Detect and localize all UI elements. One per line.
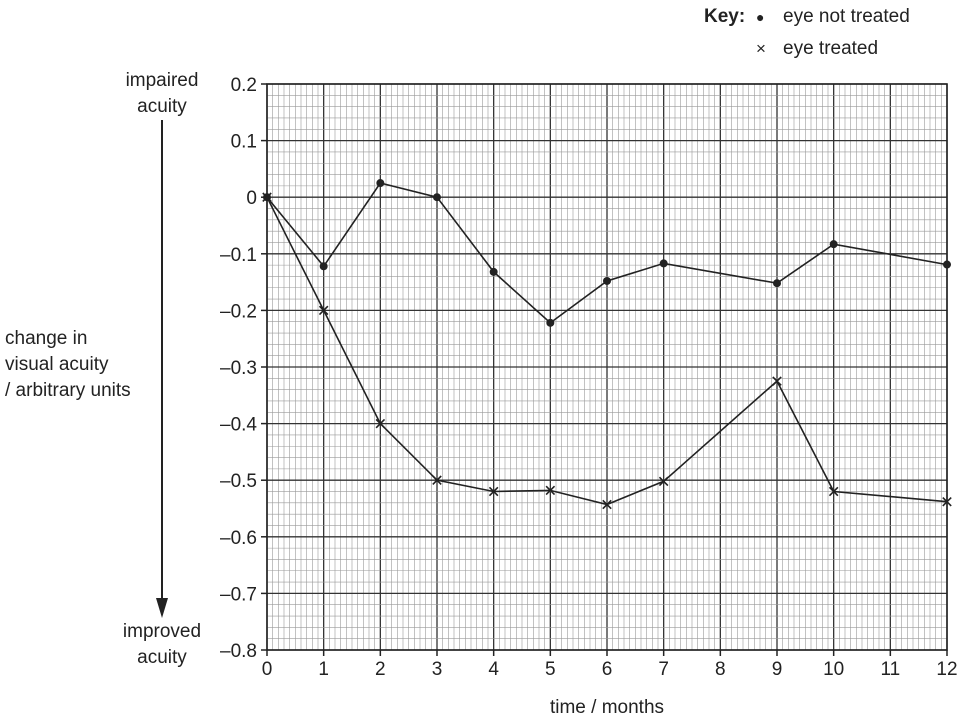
y-axis-label-line-2: visual acuity	[5, 354, 109, 375]
x-tick-label: 6	[602, 659, 613, 680]
y-axis-label-line-1: change in	[5, 328, 87, 349]
cross-stroke	[828, 486, 839, 497]
data-point-eye-treated	[828, 486, 839, 497]
cross-stroke	[488, 486, 499, 497]
bottom-annotation-line-2: acuity	[137, 647, 187, 668]
x-tick-label: 1	[318, 659, 329, 680]
data-point-eye-treated	[375, 418, 386, 429]
cross-stroke	[318, 305, 329, 316]
data-point-eye-not-treated	[546, 318, 555, 327]
x-tick-label: 0	[262, 659, 273, 680]
data-point-eye-not-treated	[603, 276, 611, 285]
y-tick-label: 0.2	[231, 75, 257, 96]
data-point-eye-treated	[545, 485, 556, 496]
y-tick-label: –0.5	[220, 471, 257, 492]
data-point-eye-not-treated	[489, 267, 498, 276]
legend: Key: ● eye not treated × eye treated	[704, 6, 910, 59]
cross-stroke	[942, 496, 952, 507]
acuity-direction-arrow-head	[156, 598, 168, 618]
y-tick-label: –0.7	[220, 584, 257, 605]
x-tick-label: 11	[880, 659, 900, 680]
x-tick-label: 3	[432, 659, 443, 680]
legend-title: Key:	[704, 6, 745, 27]
y-axis-label-line-3: / arbitrary units	[5, 380, 131, 401]
data-point-eye-not-treated	[943, 260, 951, 269]
cross-stroke	[602, 499, 612, 510]
cross-stroke	[658, 476, 669, 487]
legend-marker-not-treated: ●	[756, 9, 764, 25]
x-tick-label: 4	[488, 659, 499, 680]
data-point-eye-not-treated	[433, 193, 441, 202]
y-tick-label: 0	[246, 188, 257, 209]
x-tick-label: 5	[545, 659, 556, 680]
data-point-eye-treated	[432, 475, 442, 485]
top-annotation-line-2: acuity	[137, 96, 187, 117]
legend-label-treated: eye treated	[783, 38, 878, 59]
x-tick-label: 10	[823, 659, 844, 680]
y-tick-label: –0.3	[220, 358, 257, 379]
x-tick-label: 12	[936, 659, 957, 680]
data-point-eye-treated	[772, 376, 782, 386]
x-axis-label: time / months	[550, 697, 664, 718]
top-annotation-line-1: impaired	[126, 70, 199, 91]
x-tick-label: 8	[715, 659, 726, 680]
axes: 0.20.10–0.1–0.2–0.3–0.4–0.5–0.6–0.7–0.80…	[220, 75, 958, 680]
cross-stroke	[432, 475, 442, 485]
data-point-eye-treated	[318, 305, 329, 316]
data-point-eye-not-treated	[376, 179, 385, 188]
data-point-eye-treated	[488, 486, 499, 497]
y-tick-label: 0.1	[231, 132, 257, 153]
labels: impaired acuity improved acuity change i…	[5, 70, 664, 718]
grid	[266, 83, 948, 651]
y-tick-label: –0.4	[220, 415, 257, 436]
cross-stroke	[772, 376, 782, 386]
y-tick-label: –0.1	[220, 245, 257, 266]
legend-marker-treated: ×	[756, 39, 766, 58]
series	[262, 179, 952, 510]
cross-stroke	[545, 485, 556, 496]
y-tick-label: –0.2	[220, 301, 257, 322]
data-point-eye-not-treated	[773, 279, 781, 288]
data-point-eye-treated	[262, 192, 272, 202]
bottom-annotation-line-1: improved	[123, 621, 201, 642]
x-tick-label: 9	[772, 659, 783, 680]
y-tick-label: –0.8	[220, 641, 257, 662]
x-tick-label: 2	[375, 659, 386, 680]
cross-stroke	[375, 418, 386, 429]
data-point-eye-not-treated	[319, 262, 328, 271]
data-point-eye-not-treated	[829, 240, 838, 249]
data-point-eye-treated	[658, 476, 669, 487]
cross-stroke	[262, 192, 272, 202]
y-tick-label: –0.6	[220, 528, 257, 549]
data-point-eye-treated	[602, 499, 612, 510]
data-point-eye-not-treated	[659, 259, 668, 268]
legend-label-not-treated: eye not treated	[783, 6, 910, 27]
x-tick-label: 7	[658, 659, 669, 680]
data-point-eye-treated	[942, 496, 952, 507]
